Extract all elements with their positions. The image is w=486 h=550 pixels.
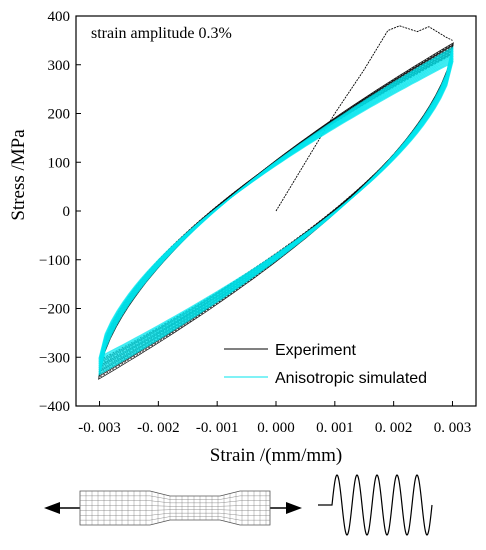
y-tick-label: −100 [39,253,70,269]
x-tick-label: -0. 003 [78,420,121,436]
y-axis: −400 −300 −200 −100 0 100 200 300 400 [39,9,81,415]
simulated-series [98,46,454,376]
experiment-initial-loading [275,25,453,212]
strain-amplitude-annotation: strain amplitude 0.3% [91,25,232,42]
experiment-loop [99,52,453,364]
loading-schematic [44,474,433,536]
legend: Experiment Anisotropic simulated [224,342,427,387]
y-axis-label: Stress /MPa [8,129,29,221]
simulated-loop [98,60,454,359]
simulated-loop [98,59,454,361]
x-tick-label: -0. 001 [196,420,239,436]
simulated-loop [98,46,454,376]
experiment-loop [99,54,453,361]
plot-area [98,25,454,380]
y-tick-label: 100 [48,155,71,171]
x-tick-label: 0. 001 [316,420,354,436]
y-tick-label: −400 [39,399,70,415]
experiment-loop [99,53,453,362]
x-tick-label: 0. 002 [375,420,413,436]
experiment-loop [99,50,453,367]
y-tick-label: 300 [48,58,71,74]
sine-wave-loading-icon [318,474,433,536]
dogbone-specimen-mesh-icon [79,490,271,526]
experiment-loop [99,51,453,365]
legend-label-simulated: Anisotropic simulated [275,370,427,387]
experiment-loop [99,49,453,368]
experiment-loop [98,46,454,373]
y-tick-label: −200 [39,302,70,318]
x-axis-label: Strain /(mm/mm) [210,445,342,466]
simulated-loop [98,57,454,363]
y-tick-label: 200 [48,107,71,123]
experiment-loop [99,48,453,370]
y-tick-label: 400 [48,9,71,25]
x-tick-label: 0. 000 [257,420,295,436]
x-axis: -0. 003 -0. 002 -0. 001 0. 000 0. 001 0. 002 0… [78,401,471,436]
x-tick-label: 0. 003 [434,420,472,436]
experiment-loop [98,47,454,371]
experiment-loop [98,45,454,374]
y-tick-label: 0 [63,204,71,220]
x-tick-label: -0. 002 [137,420,180,436]
y-tick-label: −300 [39,350,70,366]
legend-label-experiment: Experiment [275,342,356,359]
